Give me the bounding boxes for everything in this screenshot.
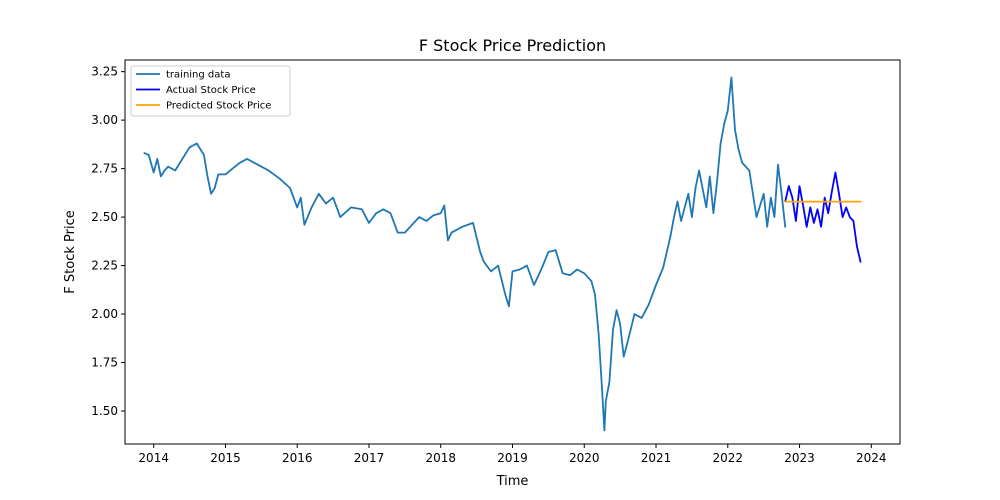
y-tick-label: 2.25: [91, 259, 118, 273]
series-line-2: [784, 171, 862, 263]
x-tick-label: 2023: [784, 451, 815, 465]
series-line-1: [143, 76, 787, 432]
x-tick-label: 2017: [354, 451, 385, 465]
legend-frame: [130, 65, 291, 117]
x-tick-label: 2024: [856, 451, 887, 465]
legend-label: training data: [166, 70, 230, 81]
x-tick-label: 2018: [425, 451, 456, 465]
x-tick-label: 2020: [569, 451, 600, 465]
x-tick-label: 2022: [713, 451, 744, 465]
x-tick-label: 2019: [497, 451, 528, 465]
x-axis: 2014 2015 2016 2017 2018 2019 2020 2021 2022 2023…: [138, 444, 887, 465]
legend: training data Actual Stock Price Predicted…: [130, 65, 291, 117]
plot-area: [143, 76, 862, 432]
y-tick-label: 3.00: [91, 113, 118, 127]
y-tick-label: 3.25: [91, 65, 118, 79]
plot-frame: [124, 59, 901, 445]
y-tick-label: 2.50: [91, 210, 118, 224]
y-tick-label: 2.00: [91, 307, 118, 321]
legend-label: Actual Stock Price: [166, 85, 256, 96]
legend-label: Predicted Stock Price: [166, 101, 271, 112]
y-tick-label: 1.75: [91, 356, 118, 370]
y-axis: 1.50 1.75 2.00 2.25 2.50 2.75 3.00 3.25: [91, 65, 125, 418]
x-axis-title: Time: [496, 474, 529, 489]
x-tick-label: 2014: [138, 451, 169, 465]
y-tick-label: 2.75: [91, 162, 118, 176]
x-tick-label: 2015: [210, 451, 241, 465]
chart-title: F Stock Price Prediction: [419, 36, 606, 55]
y-tick-label: 1.50: [91, 404, 118, 418]
x-tick-label: 2016: [282, 451, 313, 465]
x-tick-label: 2021: [641, 451, 672, 465]
y-axis-title: F Stock Price: [63, 210, 78, 293]
